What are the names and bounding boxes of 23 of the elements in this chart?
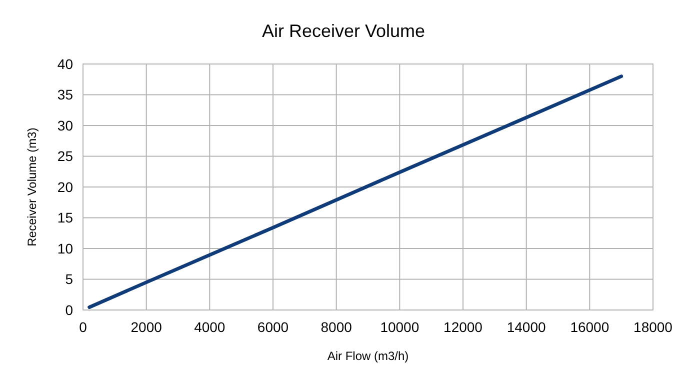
y-tick-label: 35: [57, 86, 74, 103]
x-tick-label: 10000: [380, 319, 420, 335]
x-tick-label: 16000: [570, 319, 610, 335]
x-tick-label: 6000: [257, 319, 289, 335]
y-tick-label: 0: [65, 302, 74, 318]
x-tick-label: 0: [79, 319, 88, 335]
y-axis-title: Receiver Volume (m3): [25, 128, 39, 246]
y-tick-label: 30: [57, 117, 74, 134]
y-tick-label: 15: [57, 210, 74, 226]
line-series: [88, 74, 624, 309]
x-axis-title: Air Flow (m3/h): [327, 349, 409, 363]
x-tick-label: 18000: [634, 319, 673, 335]
y-tick-label: 40: [57, 56, 74, 72]
y-tick-label: 10: [57, 240, 74, 256]
x-tick-label: 2000: [130, 319, 162, 335]
x-tick-label: 4000: [194, 319, 226, 335]
y-tick-label: 20: [57, 178, 74, 195]
x-tick-label: 12000: [444, 319, 483, 335]
x-tick-label: 8000: [320, 319, 352, 335]
y-tick-label: 25: [57, 148, 74, 164]
y-tick-label: 5: [65, 271, 74, 288]
chart-title: Air Receiver Volume: [262, 21, 426, 41]
x-tick-label: 14000: [506, 319, 546, 335]
